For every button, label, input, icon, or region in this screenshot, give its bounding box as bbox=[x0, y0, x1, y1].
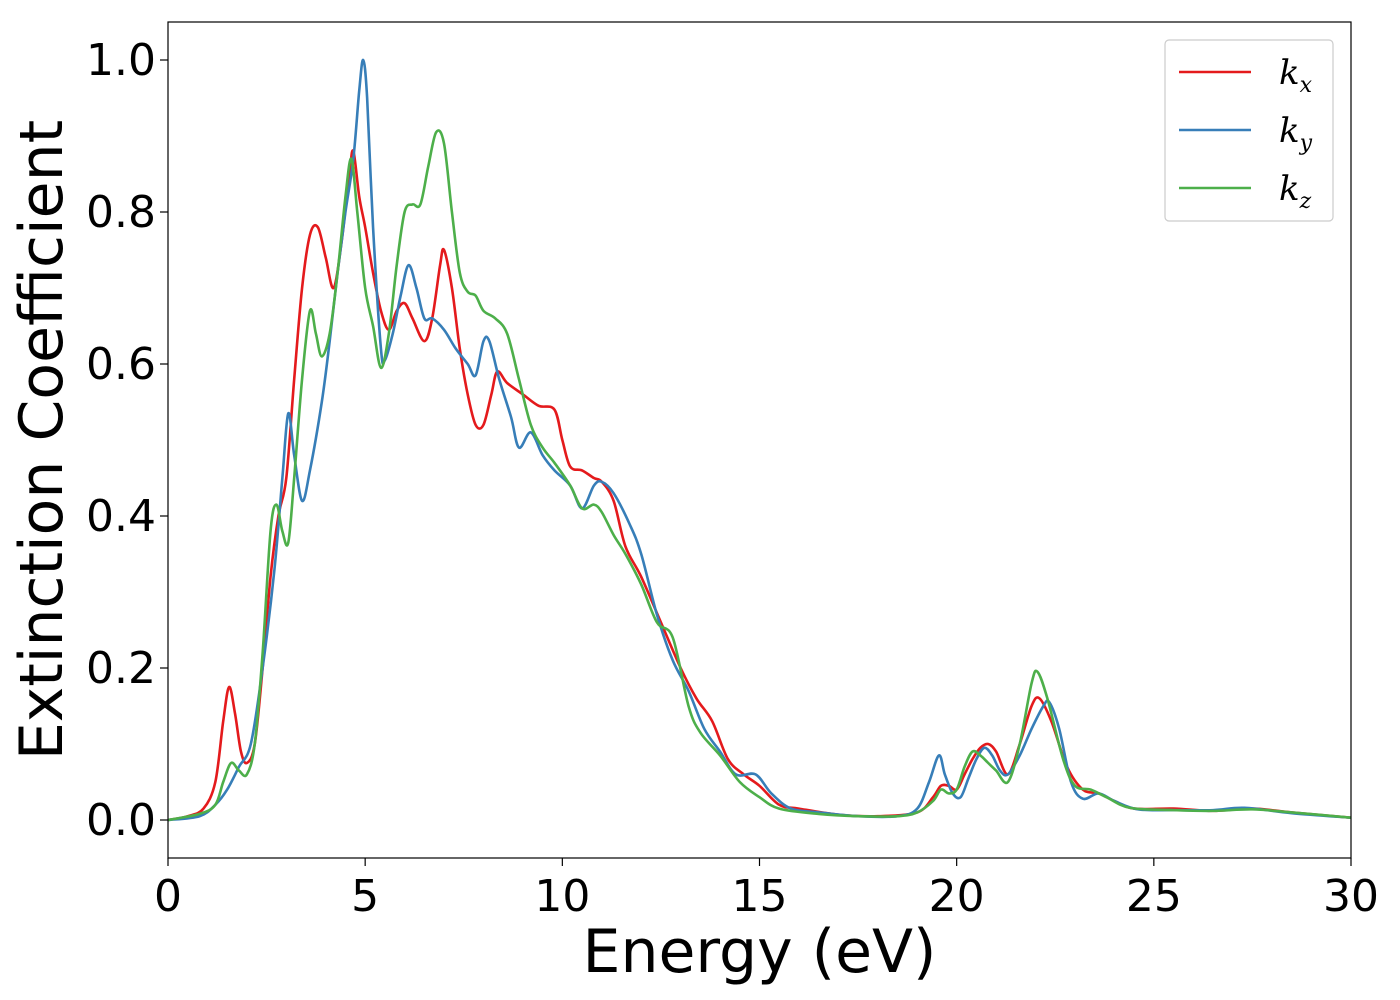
y-tick-label: 0.4 bbox=[86, 491, 156, 542]
y-tick-label: 0.0 bbox=[86, 795, 156, 846]
x-tick-label: 30 bbox=[1323, 871, 1379, 922]
legend: kx ky kz bbox=[1164, 39, 1334, 222]
x-tick-label: 15 bbox=[732, 871, 788, 922]
y-tick-label: 0.2 bbox=[86, 643, 156, 694]
legend-label-ky: ky bbox=[1279, 111, 1313, 156]
y-tick-label: 0.8 bbox=[86, 187, 156, 238]
legend-label-kz: kz bbox=[1279, 169, 1312, 214]
y-tick-label: 0.6 bbox=[86, 339, 156, 390]
series-line-kz bbox=[168, 129, 1351, 822]
legend-label-kx: kx bbox=[1279, 53, 1313, 98]
x-tick-label: 25 bbox=[1126, 871, 1182, 922]
x-axis-title: Energy (eV) bbox=[583, 917, 937, 987]
y-axis-title: Extinction Coefficient bbox=[7, 120, 77, 760]
x-tick-label: 20 bbox=[929, 871, 985, 922]
y-tick-label: 1.0 bbox=[86, 35, 156, 86]
x-tick-label: 10 bbox=[534, 871, 590, 922]
x-tick-label: 0 bbox=[154, 871, 182, 922]
y-axis: 0.0 0.2 0.4 0.6 0.8 1.0 bbox=[86, 35, 168, 846]
x-axis: 0 5 10 15 20 25 30 bbox=[154, 858, 1379, 922]
series-lines bbox=[168, 58, 1351, 822]
series-line-kx bbox=[168, 149, 1351, 822]
x-tick-label: 5 bbox=[351, 871, 379, 922]
